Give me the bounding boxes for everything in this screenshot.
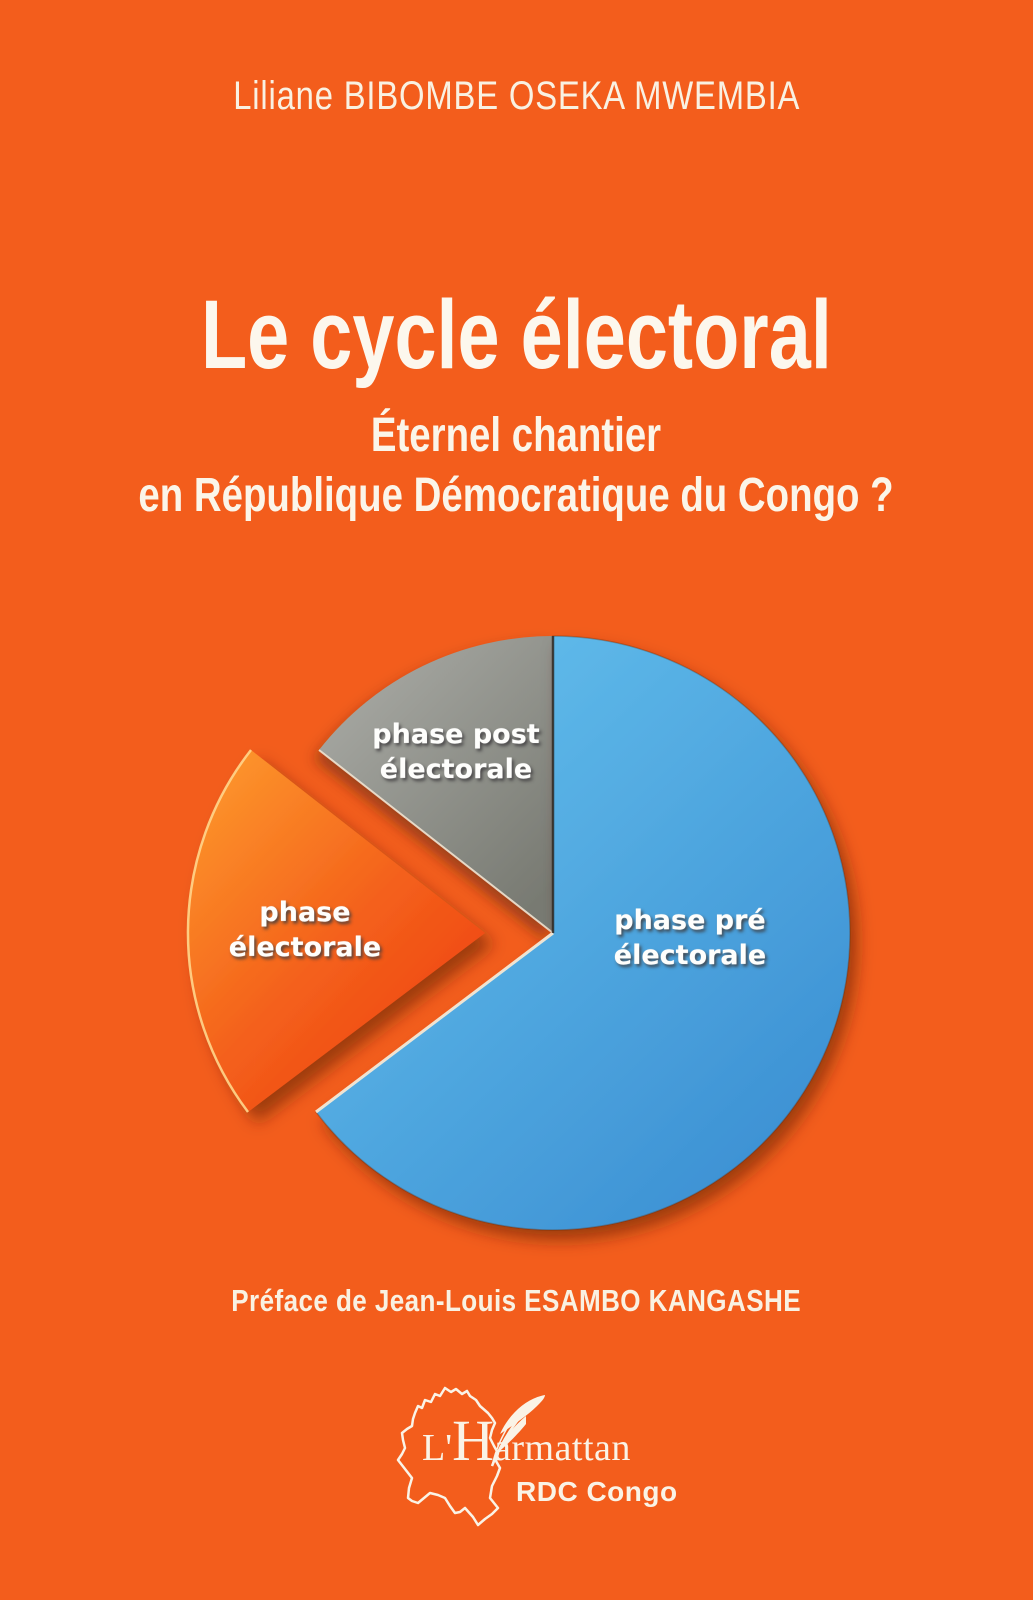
slice-label-electorale: phase électorale [228, 897, 382, 963]
publisher-imprint: RDC Congo [516, 1476, 678, 1507]
subtitle-line-1: Éternel chantier [371, 409, 662, 462]
slice-label-pre-electorale: phase pré électorale [613, 905, 767, 971]
preface-line: Préface de Jean-Louis ESAMBO KANGASHE [231, 1283, 802, 1318]
book-title: Le cycle électoral [201, 280, 832, 389]
author-name: Liliane BIBOMBE OSEKA MWEMBIA [233, 74, 800, 118]
exploded-slice-arc-highlight [186, 749, 252, 1113]
blue-slice-edge-highlight [315, 931, 554, 1114]
publisher-name: L'Harmattan [422, 1408, 631, 1473]
publisher-logo-art [396, 1386, 545, 1527]
gray-slice-edge-highlight [318, 749, 554, 934]
author-line: Liliane BIBOMBE OSEKA MWEMBIA [0, 74, 1033, 119]
pie-slice-pre-electorale [314, 635, 851, 1231]
subtitle-line-2: en République Démocratique du Congo ? [138, 469, 895, 522]
book-subtitle: Éternel chantier en République Démocrati… [0, 406, 1033, 526]
quill-icon [490, 1395, 545, 1467]
pie-slice-post-electorale [319, 636, 553, 933]
slice-label-post-electorale: phase post électorale [372, 719, 540, 785]
publisher-logo: L'Harmattan RDC Congo [388, 1376, 677, 1540]
drc-map-outline [396, 1386, 502, 1527]
pie-slice-electorale-exploded [187, 750, 485, 1112]
